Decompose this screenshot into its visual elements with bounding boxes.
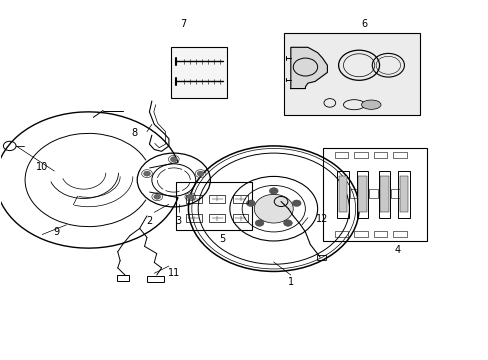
Bar	[316, 255, 326, 260]
Bar	[378, 171, 389, 218]
Bar	[397, 171, 409, 218]
Text: 8: 8	[131, 129, 138, 138]
Circle shape	[292, 200, 301, 206]
Bar	[336, 171, 348, 218]
Text: 3: 3	[175, 216, 182, 226]
Bar	[356, 171, 367, 218]
Polygon shape	[290, 47, 327, 89]
Circle shape	[154, 194, 161, 199]
Bar	[392, 152, 406, 158]
Bar	[353, 152, 367, 158]
Bar	[185, 215, 201, 222]
Bar	[349, 189, 358, 198]
Bar	[334, 152, 347, 158]
Text: 1: 1	[287, 277, 293, 287]
Bar	[368, 189, 377, 198]
Bar	[357, 176, 366, 212]
Circle shape	[186, 194, 193, 199]
Bar	[392, 231, 406, 237]
Bar	[373, 152, 386, 158]
Circle shape	[269, 188, 278, 194]
Circle shape	[143, 171, 150, 176]
Bar	[390, 189, 399, 198]
Bar	[338, 176, 346, 212]
Bar	[209, 195, 224, 203]
Bar	[353, 231, 367, 237]
Bar	[232, 215, 248, 222]
Bar	[232, 195, 248, 203]
Text: 6: 6	[360, 19, 366, 29]
Circle shape	[246, 200, 255, 206]
Circle shape	[254, 194, 293, 223]
Bar	[379, 176, 388, 212]
Circle shape	[283, 220, 292, 226]
Text: 2: 2	[146, 216, 152, 226]
Circle shape	[170, 157, 177, 162]
Text: 10: 10	[36, 162, 48, 172]
Circle shape	[255, 220, 264, 226]
Text: 7: 7	[180, 19, 186, 29]
Bar	[399, 176, 407, 212]
Text: 11: 11	[167, 268, 180, 278]
Bar	[209, 215, 224, 222]
Bar	[176, 182, 251, 230]
Text: 12: 12	[316, 215, 328, 224]
Text: 5: 5	[219, 234, 225, 244]
Bar	[117, 275, 129, 281]
Bar	[334, 231, 347, 237]
Bar	[147, 276, 163, 282]
Bar	[373, 231, 386, 237]
Ellipse shape	[361, 100, 380, 109]
Bar	[283, 33, 419, 116]
Bar	[171, 47, 227, 98]
Bar	[185, 195, 201, 203]
Text: 4: 4	[394, 245, 400, 255]
Bar	[322, 148, 427, 241]
Circle shape	[197, 171, 203, 176]
Text: 9: 9	[54, 227, 60, 237]
